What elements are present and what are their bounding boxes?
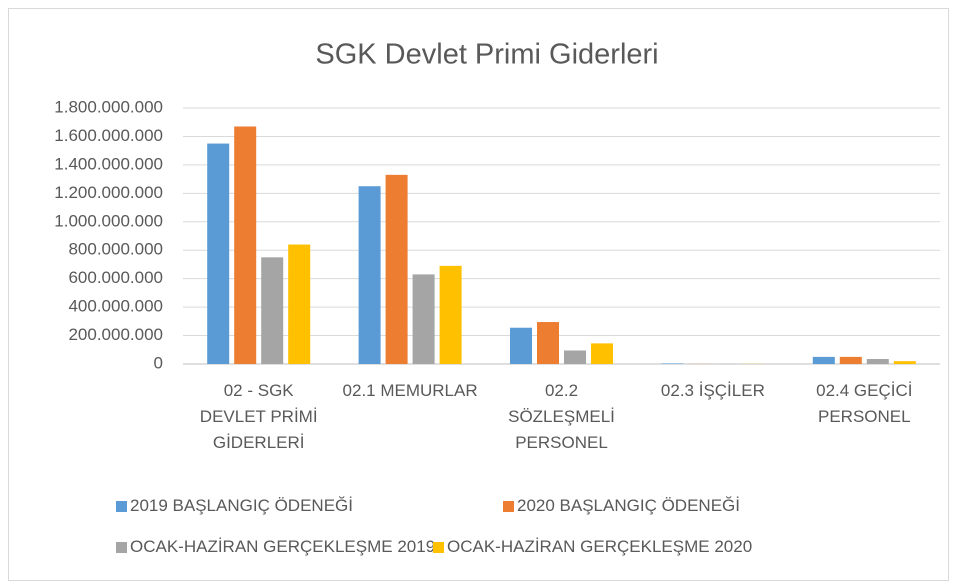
legend-swatch	[116, 500, 127, 512]
y-tick-label: 1.400.000.000	[54, 154, 163, 173]
legend-label: 2020 BAŞLANGIÇ ÖDENEĞİ	[517, 496, 740, 515]
legend-label: OCAK-HAZİRAN GERÇEKLEŞME 2019	[130, 537, 436, 556]
bar	[537, 322, 559, 364]
y-tick-label: 200.000.000	[68, 325, 163, 344]
bar	[385, 174, 408, 364]
y-tick-label: 800.000.000	[68, 240, 163, 259]
bar	[839, 356, 862, 364]
legend-swatch	[503, 500, 514, 512]
bar	[812, 356, 835, 364]
bar	[866, 359, 889, 364]
bar	[564, 350, 586, 364]
chart-border	[8, 8, 949, 581]
y-tick-label: 1.200.000.000	[54, 183, 163, 202]
legend-swatch	[116, 541, 127, 553]
x-tick-label: 02 - SGK DEVLET PRİMİ GİDERLERİ	[199, 381, 318, 452]
x-tick-label: 02.2 SÖZLEŞMELİ PERSONEL	[508, 381, 615, 452]
bar	[893, 361, 916, 364]
bar	[439, 265, 462, 364]
legend-item: OCAK-HAZİRAN GERÇEKLEŞME 2019	[116, 537, 435, 557]
y-tick-label: 1.800.000.000	[54, 97, 163, 116]
legend-swatch	[433, 541, 444, 553]
legend-label: OCAK-HAZİRAN GERÇEKLEŞME 2020	[447, 537, 753, 556]
y-tick-label: 1.600.000.000	[54, 126, 163, 145]
x-tick-label: 02.4 GEÇİCİ PERSONEL	[816, 381, 913, 426]
legend-item: 2020 BAŞLANGIÇ ÖDENEĞİ	[503, 496, 740, 516]
bar	[591, 343, 613, 364]
y-tick-label: 600.000.000	[68, 268, 163, 287]
legend-item: 2019 BAŞLANGIÇ ÖDENEĞİ	[116, 496, 353, 516]
y-tick-label: 1.000.000.000	[54, 211, 163, 230]
legend-item: OCAK-HAZİRAN GERÇEKLEŞME 2020	[433, 537, 752, 557]
y-tick-label: 0	[154, 353, 163, 372]
bar	[207, 143, 230, 364]
bar	[234, 126, 257, 364]
y-tick-label: 400.000.000	[68, 297, 163, 316]
x-tick-label: 02.1 MEMURLAR	[342, 381, 478, 400]
bar	[412, 274, 435, 364]
bar	[510, 327, 532, 364]
bar	[288, 244, 311, 364]
bar	[661, 363, 684, 364]
x-tick-label: 02.3 İŞÇİLER	[660, 381, 765, 400]
chart-title: SGK Devlet Primi Giderleri	[315, 39, 658, 71]
bar	[261, 257, 284, 364]
bar	[358, 186, 381, 364]
legend-label: 2019 BAŞLANGIÇ ÖDENEĞİ	[130, 496, 353, 515]
